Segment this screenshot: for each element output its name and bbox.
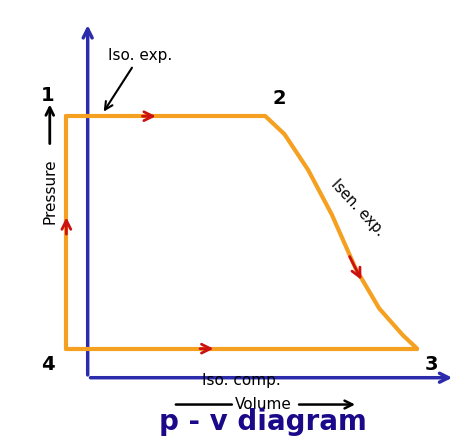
Text: Isen. exp.: Isen. exp. — [328, 177, 388, 239]
Text: p - v diagram: p - v diagram — [159, 408, 367, 436]
Text: Iso. comp.: Iso. comp. — [202, 373, 281, 388]
Text: 4: 4 — [41, 355, 55, 375]
Text: 2: 2 — [273, 89, 286, 108]
Text: 1: 1 — [41, 86, 55, 105]
Text: Volume: Volume — [235, 397, 292, 412]
Text: Pressure: Pressure — [42, 158, 57, 224]
Text: 3: 3 — [424, 355, 438, 375]
Text: Iso. exp.: Iso. exp. — [105, 47, 172, 110]
